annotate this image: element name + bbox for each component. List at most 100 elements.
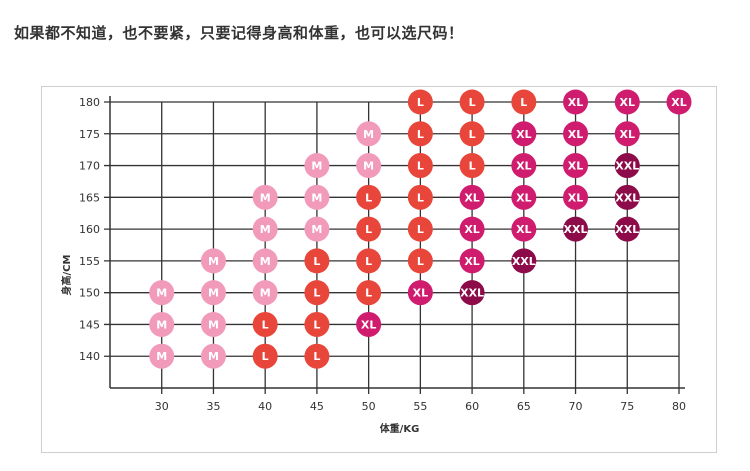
size-point-xl-60-165: XL (459, 184, 485, 210)
size-point-marker (149, 280, 175, 306)
size-point-marker (459, 184, 485, 210)
size-point-l-40-145: L (252, 311, 278, 337)
size-point-m-50-170: M (356, 153, 382, 179)
size-point-marker (511, 184, 537, 210)
size-point-l-45-145: L (304, 311, 330, 337)
size-point-label: XL (568, 128, 584, 141)
size-point-l-55-180: L (407, 89, 433, 115)
size-point-xxl-75-170: XXL (614, 153, 640, 179)
size-point-label: M (260, 255, 271, 268)
size-point-label: L (417, 223, 424, 236)
x-tick-label-35: 35 (206, 400, 220, 413)
size-point-m-35-140: M (200, 343, 226, 369)
size-point-xl-70-175: XL (563, 121, 589, 147)
size-point-marker (252, 311, 278, 337)
size-point-m-40-150: M (252, 280, 278, 306)
size-point-label: M (311, 191, 322, 204)
size-point-marker (407, 121, 433, 147)
size-point-m-35-145: M (200, 311, 226, 337)
size-point-marker (304, 248, 330, 274)
size-point-marker (563, 216, 589, 242)
size-point-xl-65-170: XL (511, 153, 537, 179)
size-point-label: M (260, 223, 271, 236)
size-point-label: XL (464, 255, 480, 268)
size-point-marker (459, 280, 485, 306)
size-point-label: XXL (615, 160, 639, 173)
size-point-xl-75-180: XL (614, 89, 640, 115)
size-point-marker (563, 89, 589, 115)
size-point-marker (511, 216, 537, 242)
size-point-label: XL (516, 191, 532, 204)
size-point-m-35-150: M (200, 280, 226, 306)
x-tick-label-75: 75 (620, 400, 634, 413)
size-point-marker (459, 89, 485, 115)
y-axis-title: 身高/CM (60, 254, 73, 295)
size-point-xl-55-150: XL (407, 280, 433, 306)
size-point-label: XL (568, 96, 584, 109)
size-point-xxl-60-150: XXL (459, 280, 485, 306)
y-tick-label-155: 155 (79, 255, 100, 268)
size-point-l-55-155: L (407, 248, 433, 274)
axis-layer: 30 35 40 45 50 55 60 65 70 75 80 140 145 150 155 160 165… (79, 96, 686, 413)
size-point-marker (149, 343, 175, 369)
size-point-label: XXL (460, 287, 484, 300)
size-point-marker (304, 153, 330, 179)
size-point-marker (511, 89, 537, 115)
size-point-label: L (469, 160, 476, 173)
y-tick-label-175: 175 (79, 128, 100, 141)
size-point-label: L (417, 255, 424, 268)
size-point-label: L (262, 318, 269, 331)
size-point-label: M (363, 160, 374, 173)
size-point-label: XL (620, 128, 636, 141)
size-point-marker (407, 153, 433, 179)
size-point-label: L (417, 160, 424, 173)
size-point-label: L (417, 191, 424, 204)
x-tick-label-70: 70 (569, 400, 583, 413)
size-point-l-45-140: L (304, 343, 330, 369)
size-point-xl-80-180: XL (666, 89, 692, 115)
size-point-marker (614, 89, 640, 115)
size-point-m-30-150: M (149, 280, 175, 306)
grid-layer (104, 101, 680, 394)
size-point-label: M (260, 191, 271, 204)
size-point-marker (563, 184, 589, 210)
y-tick-label-140: 140 (79, 350, 100, 363)
size-point-l-55-160: L (407, 216, 433, 242)
size-point-label: M (156, 350, 167, 363)
x-tick-label-50: 50 (362, 400, 376, 413)
size-point-m-45-165: M (304, 184, 330, 210)
size-point-marker (304, 280, 330, 306)
size-point-m-35-155: M (200, 248, 226, 274)
size-point-label: XL (516, 223, 532, 236)
size-point-m-40-155: M (252, 248, 278, 274)
size-point-m-50-175: M (356, 121, 382, 147)
size-point-marker (563, 121, 589, 147)
size-point-label: XL (516, 128, 532, 141)
size-point-xl-65-175: XL (511, 121, 537, 147)
size-point-marker (666, 89, 692, 115)
size-point-marker (356, 184, 382, 210)
y-tick-label-160: 160 (79, 223, 100, 236)
size-point-label: XL (516, 160, 532, 173)
y-tick-label-180: 180 (79, 96, 100, 109)
size-point-marker (407, 89, 433, 115)
size-point-marker (149, 311, 175, 337)
size-point-label: L (313, 350, 320, 363)
size-point-marker (511, 121, 537, 147)
size-point-marker (459, 248, 485, 274)
size-point-marker (252, 343, 278, 369)
size-point-marker (304, 216, 330, 242)
size-point-label: XL (671, 96, 687, 109)
y-tick-label-145: 145 (79, 318, 100, 331)
size-point-l-50-165: L (356, 184, 382, 210)
size-point-l-50-160: L (356, 216, 382, 242)
size-point-label: M (156, 318, 167, 331)
size-point-m-45-160: M (304, 216, 330, 242)
x-tick-label-30: 30 (155, 400, 169, 413)
size-point-label: XXL (615, 223, 639, 236)
size-point-xl-70-180: XL (563, 89, 589, 115)
size-point-marker (407, 248, 433, 274)
size-point-label: M (311, 160, 322, 173)
size-point-m-40-165: M (252, 184, 278, 210)
